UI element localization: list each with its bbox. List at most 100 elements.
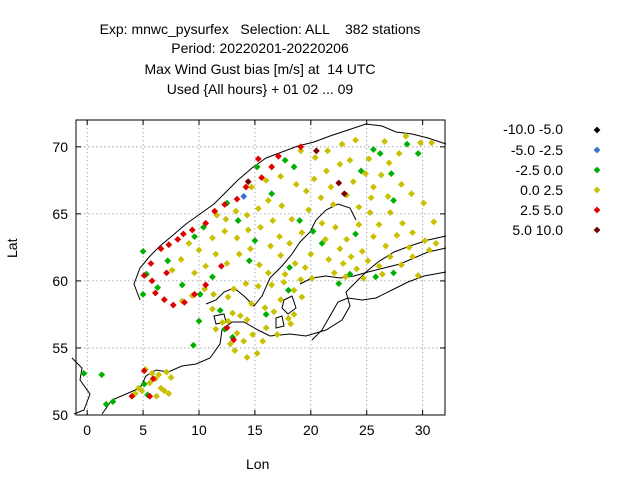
x-tick-label: 5 xyxy=(139,422,147,438)
data-point xyxy=(163,368,170,376)
data-point xyxy=(285,315,292,322)
data-point xyxy=(144,391,151,399)
data-point xyxy=(428,139,435,147)
x-tick-label: 10 xyxy=(191,422,207,438)
data-point xyxy=(395,150,403,157)
data-point xyxy=(248,300,255,308)
data-point xyxy=(414,150,422,157)
data-point xyxy=(273,331,281,338)
data-point xyxy=(195,246,203,254)
x-tick-label: 20 xyxy=(303,422,319,438)
data-point xyxy=(191,290,198,298)
data-point xyxy=(377,171,385,179)
data-point xyxy=(349,178,357,186)
data-point xyxy=(262,311,270,318)
data-point xyxy=(310,175,318,183)
data-point xyxy=(202,281,210,289)
data-point xyxy=(226,340,234,348)
data-point xyxy=(102,400,110,408)
data-point xyxy=(397,261,405,269)
data-point xyxy=(209,273,216,281)
data-point xyxy=(196,290,204,298)
legend-label-3: -2.5 0.0 xyxy=(515,162,563,178)
data-point xyxy=(242,183,250,191)
data-point xyxy=(432,239,440,247)
data-point xyxy=(301,264,309,271)
data-point xyxy=(217,262,225,270)
data-point xyxy=(425,246,433,254)
data-point xyxy=(244,226,252,234)
data-point xyxy=(148,277,156,285)
data-point xyxy=(288,215,296,223)
data-point xyxy=(191,269,198,277)
y-tick-label: 50 xyxy=(52,407,68,423)
data-point xyxy=(365,155,373,163)
data-point xyxy=(221,325,229,333)
data-point xyxy=(244,178,252,186)
data-point xyxy=(257,223,264,231)
data-point xyxy=(178,281,186,289)
data-point xyxy=(264,197,272,204)
data-point xyxy=(297,143,305,151)
data-point xyxy=(291,260,299,267)
legend-markers xyxy=(593,126,601,234)
data-point xyxy=(274,152,282,160)
data-point xyxy=(277,252,285,259)
legend-label-4: 0.0 2.5 xyxy=(520,182,563,198)
data-point xyxy=(243,353,251,361)
data-point xyxy=(372,273,380,281)
data-point xyxy=(386,209,394,216)
data-point xyxy=(259,337,267,345)
data-point xyxy=(318,239,326,247)
data-point xyxy=(403,140,411,148)
data-point xyxy=(128,392,136,400)
data-point xyxy=(290,286,298,294)
data-point xyxy=(261,304,269,312)
data-point xyxy=(305,206,312,214)
data-point xyxy=(253,349,261,357)
data-point xyxy=(209,305,216,313)
data-point xyxy=(248,183,255,191)
data-point xyxy=(346,270,354,278)
data-point xyxy=(181,298,188,306)
data-point xyxy=(417,139,424,147)
data-point xyxy=(268,190,276,198)
data-point xyxy=(285,286,292,294)
data-point xyxy=(387,170,395,178)
data-point xyxy=(393,231,401,239)
data-point xyxy=(370,146,377,153)
y-tick-label: 65 xyxy=(52,206,68,222)
data-point xyxy=(318,219,326,227)
data-point xyxy=(287,320,295,328)
data-point xyxy=(280,278,288,286)
data-point xyxy=(268,163,276,171)
data-point xyxy=(240,193,248,200)
data-point xyxy=(378,270,386,278)
data-point xyxy=(358,248,366,255)
x-tick-label: 15 xyxy=(247,422,263,438)
title-line-1: Exp: mnwc_pysurfex Selection: ALL 382 st… xyxy=(99,21,421,37)
data-point xyxy=(174,235,182,243)
data-point xyxy=(233,329,241,337)
data-point xyxy=(154,284,162,292)
legend-marker xyxy=(593,166,601,174)
data-point xyxy=(323,167,330,175)
data-point xyxy=(233,234,241,242)
data-point xyxy=(382,242,390,250)
data-point xyxy=(169,301,177,309)
data-point xyxy=(202,219,210,227)
data-point xyxy=(297,276,305,283)
data-point xyxy=(165,390,173,397)
data-point xyxy=(163,269,170,277)
data-point xyxy=(223,324,231,332)
data-point xyxy=(242,280,250,287)
data-point xyxy=(355,221,363,228)
data-point xyxy=(281,270,289,278)
data-point xyxy=(262,176,270,184)
data-point xyxy=(290,311,298,318)
legend-label-5: 2.5 5.0 xyxy=(520,202,563,218)
data-point xyxy=(191,233,198,241)
data-point xyxy=(384,193,392,200)
data-point xyxy=(222,215,230,223)
data-point xyxy=(269,217,277,224)
